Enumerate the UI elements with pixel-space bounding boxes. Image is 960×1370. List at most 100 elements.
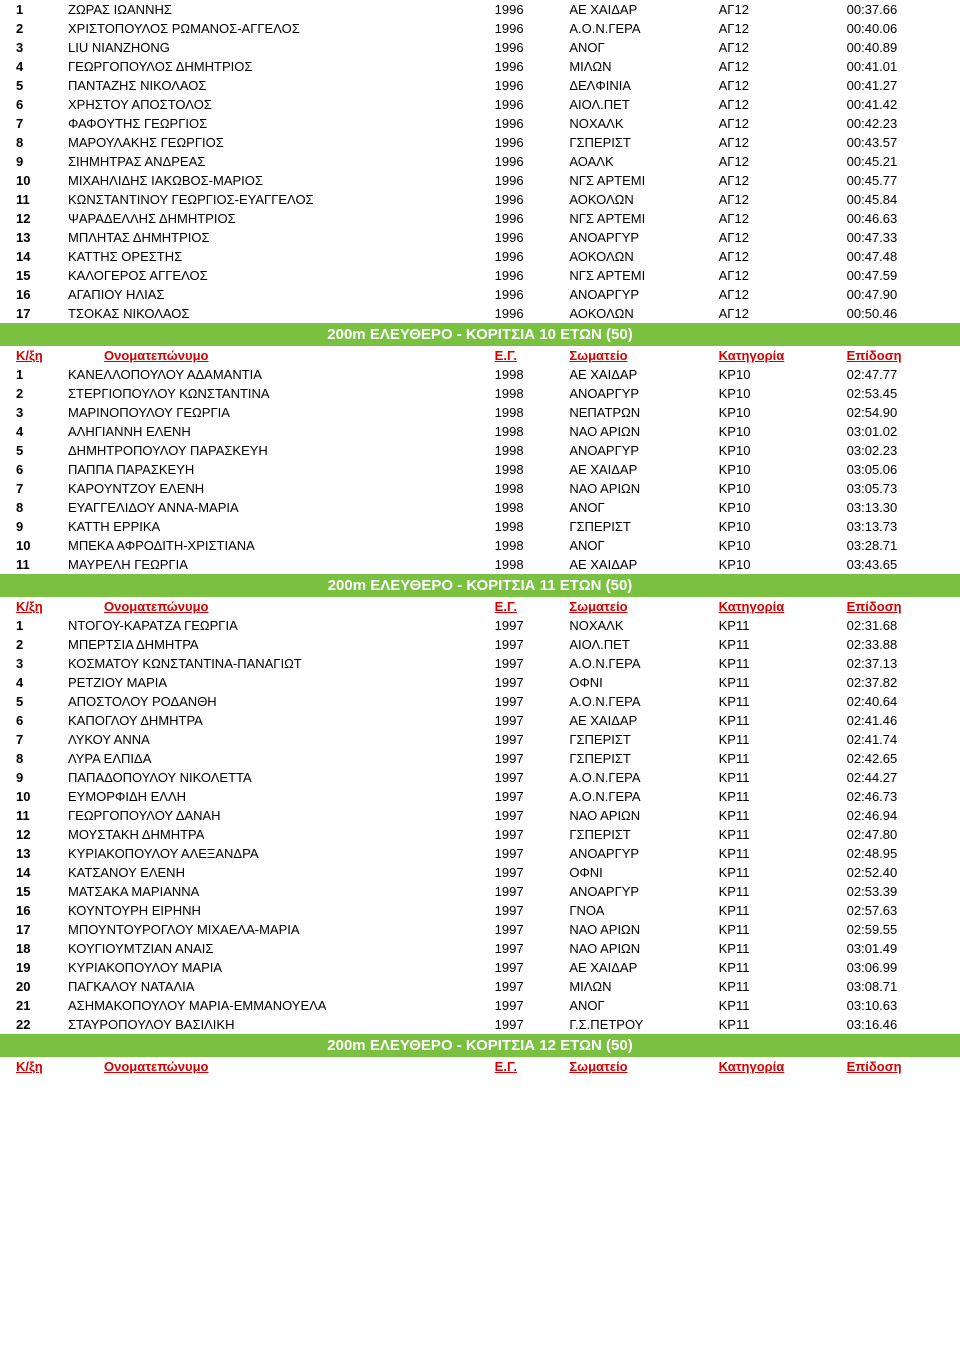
- club-cell: ΝΓΣ ΑΡΤΕΜΙ: [565, 171, 714, 190]
- result-row: 3ΜΑΡΙΝΟΠΟΥΛΟΥ ΓΕΩΡΓΙΑ1998ΝΕΠΑΤΡΩΝΚΡ1002:…: [0, 403, 960, 422]
- rank-cell: 13: [0, 844, 64, 863]
- year-cell: 1997: [491, 958, 566, 977]
- year-cell: 1998: [491, 384, 566, 403]
- category-cell: ΑΓ12: [715, 38, 843, 57]
- time-cell: 03:16.46: [843, 1015, 960, 1034]
- rank-cell: 16: [0, 285, 64, 304]
- category-cell: ΚΡ11: [715, 996, 843, 1015]
- rank-cell: 10: [0, 536, 64, 555]
- year-cell: 1998: [491, 555, 566, 574]
- name-cell: ΑΣΗΜΑΚΟΠΟΥΛΟΥ ΜΑΡΙΑ-ΕΜΜΑΝΟΥΕΛΑ: [64, 996, 491, 1015]
- year-cell: 1997: [491, 787, 566, 806]
- club-cell: ΑΕ ΧΑΙΔΑΡ: [565, 555, 714, 574]
- year-cell: 1997: [491, 635, 566, 654]
- club-cell: ΝΑΟ ΑΡΙΩΝ: [565, 939, 714, 958]
- rank-cell: 12: [0, 209, 64, 228]
- rank-cell: 1: [0, 365, 64, 384]
- result-row: 13ΜΠΛΗΤΑΣ ΔΗΜΗΤΡΙΟΣ1996ΑΝΟΑΡΓΥΡΑΓ1200:47…: [0, 228, 960, 247]
- club-cell: ΑΝΟΓ: [565, 38, 714, 57]
- rank-cell: 8: [0, 498, 64, 517]
- category-cell: ΚΡ11: [715, 616, 843, 635]
- time-cell: 02:42.65: [843, 749, 960, 768]
- name-cell: ΑΓΑΠΙΟΥ ΗΛΙΑΣ: [64, 285, 491, 304]
- header-category: Κατηγορία: [715, 1057, 843, 1076]
- time-cell: 00:41.27: [843, 76, 960, 95]
- category-cell: ΚΡ10: [715, 422, 843, 441]
- result-row: 11ΓΕΩΡΓΟΠΟΥΛΟΥ ΔΑΝΑΗ1997ΝΑΟ ΑΡΙΩΝΚΡ1102:…: [0, 806, 960, 825]
- name-cell: ΠΑΠΑΔΟΠΟΥΛΟΥ ΝΙΚΟΛΕΤΤΑ: [64, 768, 491, 787]
- category-cell: ΑΓ12: [715, 76, 843, 95]
- club-cell: ΜΙΛΩΝ: [565, 57, 714, 76]
- rank-cell: 18: [0, 939, 64, 958]
- name-cell: ΚΑΛΟΓΕΡΟΣ ΑΓΓΕΛΟΣ: [64, 266, 491, 285]
- result-row: 16ΚΟΥΝΤΟΥΡΗ ΕΙΡΗΝΗ1997ΓΝΟΑΚΡ1102:57.63: [0, 901, 960, 920]
- year-cell: 1998: [491, 441, 566, 460]
- year-cell: 1997: [491, 768, 566, 787]
- club-cell: ΑΟΚΟΛΩΝ: [565, 190, 714, 209]
- time-cell: 00:45.21: [843, 152, 960, 171]
- result-row: 13ΚΥΡΙΑΚΟΠΟΥΛΟΥ ΑΛΕΞΑΝΔΡΑ1997ΑΝΟΑΡΓΥΡΚΡ1…: [0, 844, 960, 863]
- club-cell: ΑΕ ΧΑΙΔΑΡ: [565, 365, 714, 384]
- time-cell: 02:46.73: [843, 787, 960, 806]
- category-cell: ΑΓ12: [715, 171, 843, 190]
- header-rank: Κ/ξη: [0, 346, 64, 365]
- name-cell: ΚΩΝΣΤΑΝΤΙΝΟΥ ΓΕΩΡΓΙΟΣ-ΕΥΑΓΓΕΛΟΣ: [64, 190, 491, 209]
- name-cell: ΓΕΩΡΓΟΠΟΥΛΟΥ ΔΑΝΑΗ: [64, 806, 491, 825]
- rank-cell: 13: [0, 228, 64, 247]
- club-cell: ΟΦΝΙ: [565, 863, 714, 882]
- result-row: 2ΜΠΕΡΤΣΙΑ ΔΗΜΗΤΡΑ1997ΑΙΟΛ.ΠΕΤΚΡ1102:33.8…: [0, 635, 960, 654]
- club-cell: ΑΙΟΛ.ΠΕΤ: [565, 635, 714, 654]
- time-cell: 03:10.63: [843, 996, 960, 1015]
- event-banner: 200m ΕΛΕΥΘΕΡΟ - ΚΟΡΙΤΣΙΑ 11 ΕΤΩΝ (50): [0, 574, 960, 597]
- year-cell: 1997: [491, 616, 566, 635]
- result-row: 14ΚΑΤΤΗΣ ΟΡΕΣΤΗΣ1996ΑΟΚΟΛΩΝΑΓ1200:47.48: [0, 247, 960, 266]
- name-cell: ΛΥΡΑ ΕΛΠΙΔΑ: [64, 749, 491, 768]
- result-row: 3LIU NIANZHONG1996ΑΝΟΓΑΓ1200:40.89: [0, 38, 960, 57]
- club-cell: ΟΦΝΙ: [565, 673, 714, 692]
- time-cell: 00:43.57: [843, 133, 960, 152]
- rank-cell: 11: [0, 555, 64, 574]
- time-cell: 02:59.55: [843, 920, 960, 939]
- name-cell: ΚΟΥΝΤΟΥΡΗ ΕΙΡΗΝΗ: [64, 901, 491, 920]
- club-cell: Α.Ο.Ν.ΓΕΡΑ: [565, 692, 714, 711]
- rank-cell: 14: [0, 863, 64, 882]
- name-cell: ΚΑΤΤΗ ΕΡΡΙΚΑ: [64, 517, 491, 536]
- name-cell: ΚΑΤΤΗΣ ΟΡΕΣΤΗΣ: [64, 247, 491, 266]
- result-row: 7ΛΥΚΟΥ ΑΝΝΑ1997ΓΣΠΕΡΙΣΤΚΡ1102:41.74: [0, 730, 960, 749]
- time-cell: 03:13.73: [843, 517, 960, 536]
- result-row: 16ΑΓΑΠΙΟΥ ΗΛΙΑΣ1996ΑΝΟΑΡΓΥΡΑΓ1200:47.90: [0, 285, 960, 304]
- category-cell: ΑΓ12: [715, 304, 843, 323]
- rank-cell: 21: [0, 996, 64, 1015]
- category-cell: ΚΡ10: [715, 460, 843, 479]
- year-cell: 1997: [491, 825, 566, 844]
- result-row: 9ΚΑΤΤΗ ΕΡΡΙΚΑ1998ΓΣΠΕΡΙΣΤΚΡ1003:13.73: [0, 517, 960, 536]
- year-cell: 1998: [491, 403, 566, 422]
- time-cell: 00:47.33: [843, 228, 960, 247]
- category-cell: ΚΡ10: [715, 479, 843, 498]
- result-row: 6ΚΑΠΟΓΛΟΥ ΔΗΜΗΤΡΑ1997ΑΕ ΧΑΙΔΑΡΚΡ1102:41.…: [0, 711, 960, 730]
- year-cell: 1997: [491, 920, 566, 939]
- category-cell: ΚΡ11: [715, 901, 843, 920]
- column-header-row: Κ/ξηΟνοματεπώνυμοΕ.Γ.ΣωματείοΚατηγορίαΕπ…: [0, 1057, 960, 1076]
- result-row: 17ΜΠΟΥΝΤΟΥΡΟΓΛΟΥ ΜΙΧΑΕΛΑ-ΜΑΡΙΑ1997ΝΑΟ ΑΡ…: [0, 920, 960, 939]
- name-cell: ΦΑΦΟΥΤΗΣ ΓΕΩΡΓΙΟΣ: [64, 114, 491, 133]
- rank-cell: 17: [0, 920, 64, 939]
- time-cell: 03:43.65: [843, 555, 960, 574]
- time-cell: 02:52.40: [843, 863, 960, 882]
- club-cell: ΓΣΠΕΡΙΣΤ: [565, 749, 714, 768]
- header-year: Ε.Γ.: [491, 597, 566, 616]
- rank-cell: 17: [0, 304, 64, 323]
- name-cell: LIU NIANZHONG: [64, 38, 491, 57]
- club-cell: Α.Ο.Ν.ΓΕΡΑ: [565, 19, 714, 38]
- year-cell: 1997: [491, 749, 566, 768]
- category-cell: ΑΓ12: [715, 152, 843, 171]
- year-cell: 1996: [491, 95, 566, 114]
- result-row: 9ΣΙΗΜΗΤΡΑΣ ΑΝΔΡΕΑΣ1996ΑΟΑΛΚΑΓ1200:45.21: [0, 152, 960, 171]
- club-cell: ΜΙΛΩΝ: [565, 977, 714, 996]
- time-cell: 02:57.63: [843, 901, 960, 920]
- time-cell: 02:53.45: [843, 384, 960, 403]
- rank-cell: 5: [0, 441, 64, 460]
- year-cell: 1996: [491, 0, 566, 19]
- header-category: Κατηγορία: [715, 346, 843, 365]
- name-cell: ΝΤΟΓΟΥ-ΚΑΡΑΤΖΑ ΓΕΩΡΓΙΑ: [64, 616, 491, 635]
